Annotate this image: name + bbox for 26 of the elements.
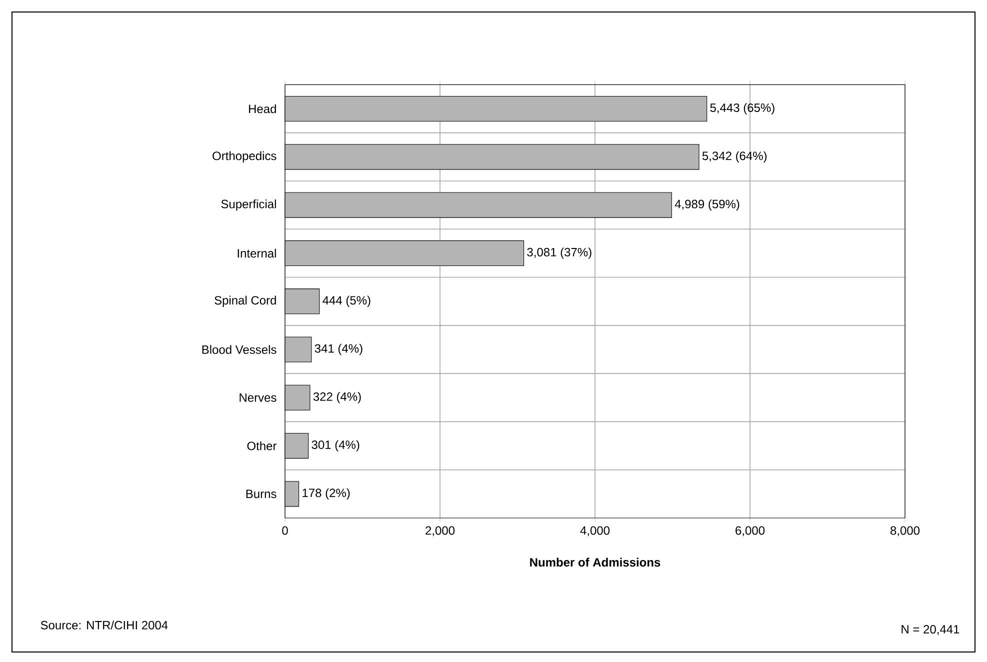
- y-tick-label: Head: [249, 104, 276, 114]
- y-tick-label: Nerves: [240, 393, 276, 402]
- data-label: 5,443 (65%): [710, 103, 774, 114]
- x-tick-label: 4,000: [580, 526, 610, 536]
- text: N = 20,441: [902, 625, 960, 635]
- y-tick-label: Superficial: [221, 199, 276, 211]
- y-tick-label: Other: [247, 441, 277, 450]
- data-label: 444 (5%): [322, 296, 370, 307]
- data-label: 341 (4%): [314, 344, 362, 356]
- data-label: 3,081 (37%): [527, 248, 592, 259]
- data-label: 4,989 (59%): [674, 199, 740, 211]
- x-axis-title: Number of Admissions: [530, 558, 660, 567]
- y-tick-label: Spinal Cord: [214, 296, 276, 307]
- y-tick-label: Orthopedics: [212, 151, 276, 162]
- data-label: 322 (4%): [313, 392, 361, 404]
- x-tick-label: 8,000: [890, 526, 920, 536]
- data-label: 5,342 (64%): [702, 151, 767, 162]
- x-tick-label: 2,000: [426, 526, 455, 536]
- x-tick-label: 0: [282, 526, 288, 535]
- y-tick-label: Burns: [246, 490, 276, 498]
- y-tick-label: Internal: [238, 248, 276, 258]
- source-note: Source: NTR/CIHI 2004: [40, 620, 168, 630]
- data-label: 301 (4%): [312, 440, 360, 452]
- y-tick-label: Blood Vessels: [202, 345, 276, 354]
- data-label: 178 (2%): [302, 488, 350, 500]
- x-tick-label: 6,000: [736, 526, 765, 536]
